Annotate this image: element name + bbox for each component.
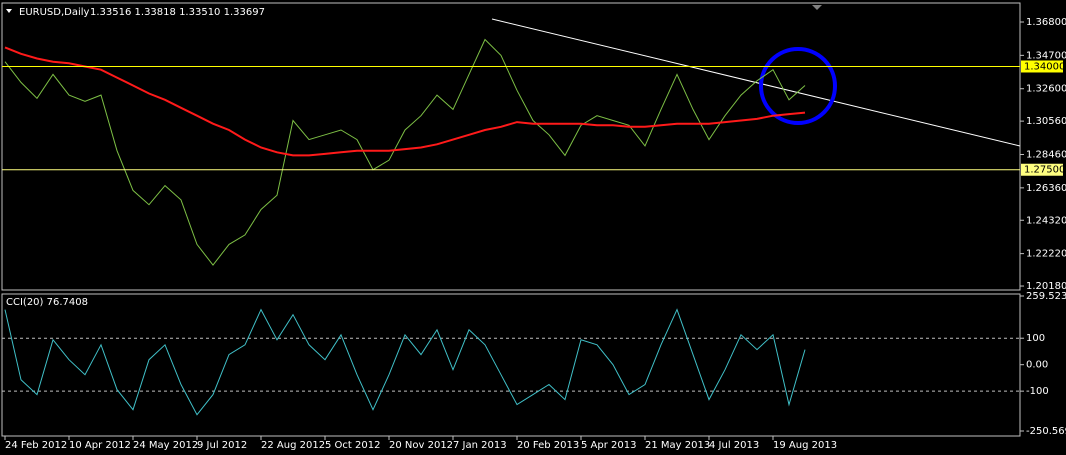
y-tick-label: 100 [1026, 333, 1045, 344]
chart-subtitle: 1.33516 1.33818 1.33510 1.33697 [90, 7, 265, 18]
x-tick-label: 22 Aug 2012 [261, 440, 325, 451]
y-tick-label: 1.20180 [1026, 281, 1066, 292]
highlight-circle [759, 47, 837, 125]
x-tick-label: 5 Apr 2013 [581, 440, 636, 451]
shift-marker [812, 5, 822, 10]
price-label-box [1021, 163, 1063, 176]
chart-title: EURUSD,Daily [19, 7, 90, 18]
price-panel [1, 2, 1021, 291]
trend-line [491, 18, 1021, 147]
y-tick-label: 1.28460 [1026, 149, 1066, 160]
y-tick-label: -100 [1026, 386, 1049, 397]
x-tick-label: 5 Oct 2012 [325, 440, 380, 451]
y-tick-label: 1.36800 [1026, 17, 1066, 28]
y-tick-label: 0.00 [1026, 360, 1048, 371]
x-tick-label: 10 Apr 2012 [69, 440, 131, 451]
x-tick-label: 24 Feb 2012 [5, 440, 67, 451]
price-label: 1.34000 [1024, 61, 1065, 72]
x-tick-label: 9 Jul 2012 [197, 440, 247, 451]
price-label: 1.27500 [1024, 165, 1065, 176]
y-tick-label: 259.5237 [1026, 291, 1066, 302]
y-tick-label: -250.569 [1026, 426, 1066, 437]
cci-panel [1, 293, 1021, 437]
price-label-box [1021, 60, 1063, 73]
series-line [4, 46, 806, 157]
x-tick-label: 20 Feb 2013 [517, 440, 579, 451]
x-tick-label: 20 Nov 2012 [389, 440, 453, 451]
x-tick-label: 21 May 2013 [645, 440, 710, 451]
y-tick-label: 1.22220 [1026, 249, 1066, 260]
y-tick-label: 1.24320 [1026, 215, 1066, 226]
x-tick-label: 19 Aug 2013 [773, 440, 837, 451]
y-tick-label: 1.32600 [1026, 84, 1066, 95]
indicator-title: CCI(20) 76.7408 [6, 297, 88, 308]
x-tick-label: 24 May 2012 [133, 440, 198, 451]
series-line [4, 38, 806, 266]
x-tick-label: 7 Jan 2013 [453, 440, 507, 451]
y-tick-label: 1.30560 [1026, 116, 1066, 127]
y-tick-label: 1.34700 [1026, 50, 1066, 61]
series-line [4, 308, 806, 416]
x-tick-label: 4 Jul 2013 [709, 440, 759, 451]
y-tick-label: 1.26360 [1026, 183, 1066, 194]
menu-triangle [6, 9, 12, 13]
